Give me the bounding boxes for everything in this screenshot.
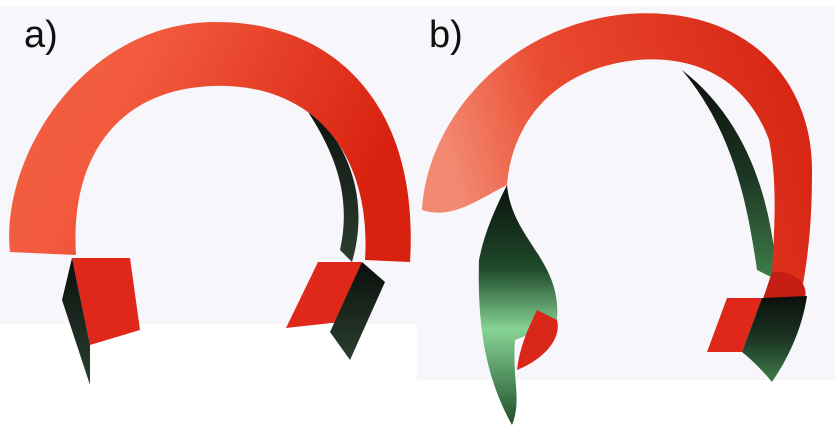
- band-arch: [9, 21, 411, 263]
- band-right-lower-green: [742, 296, 807, 382]
- moebius-band-twisted: [422, 13, 812, 425]
- band-right-lower-dark: [330, 262, 385, 360]
- band-back-right: [682, 70, 777, 280]
- band-left-twist: [478, 185, 558, 425]
- band-back-right: [300, 100, 359, 262]
- panel-b: b): [417, 0, 835, 434]
- band-arch: [422, 13, 812, 291]
- band-right-lower-red: [707, 298, 762, 352]
- band-right-twist-red: [762, 271, 806, 302]
- panel-label-a: a): [24, 14, 58, 56]
- panel-a: a): [0, 0, 417, 434]
- panel-label-b: b): [429, 14, 463, 56]
- band-left-lower-dark: [62, 258, 90, 385]
- band-left-lower-red: [72, 258, 140, 345]
- moebius-band-untwisted: [9, 21, 411, 385]
- band-left-lower-red: [517, 310, 558, 370]
